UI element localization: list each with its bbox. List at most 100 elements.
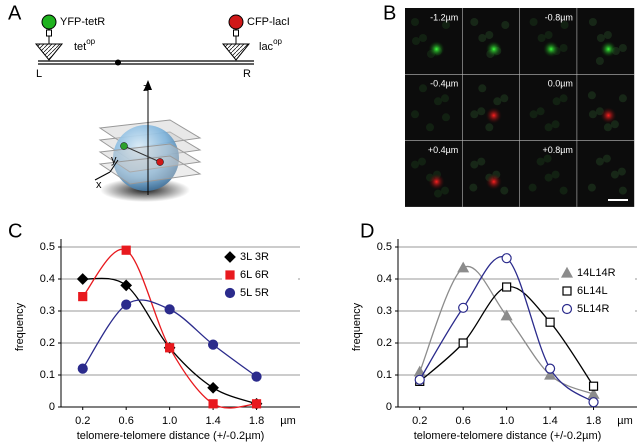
noise [617,167,626,176]
y-tick-label: 0.2 [377,337,392,349]
spot [485,41,502,58]
y-tick-label: 0.4 [377,273,392,285]
z-axis [144,80,152,90]
axis-label: x [96,179,102,191]
x-axis-label: telomere-telomere distance (+/-0.2µm) [77,430,265,442]
noise [618,44,627,52]
centromere [115,59,121,66]
noise [419,34,427,42]
marker [414,374,425,385]
x-tick-label: 0.6 [456,415,471,427]
noise [588,110,597,119]
noise [559,44,568,52]
marker [120,279,133,292]
noise [587,91,596,100]
noise [477,107,486,116]
focal-plane [98,155,202,185]
noise [418,157,426,166]
y-tick-label: 0.3 [40,305,55,317]
noise [602,154,611,163]
panel-label: C [8,220,22,242]
noise [528,183,537,192]
marker [164,304,175,315]
charts: 0 0.1 0.2 0.3 0.4 0.5 0.2 0.6 1.0 1.4 1.8 µm telomer… [14,239,637,442]
spot [543,41,560,58]
legend-marker [224,251,236,263]
marker [207,381,219,394]
red-spot [156,158,164,166]
protein-label: YFP-tetR [60,16,105,28]
noise [596,34,605,42]
noise [470,110,479,119]
marker [208,399,218,409]
micrograph: -1.2µm -0.8µm -0.4µm 0.0µm +0.4µm +0.8µm [405,8,635,207]
marker [165,343,175,353]
yfp-dot [41,14,57,30]
noise [411,160,419,169]
panel-label: A [8,2,22,24]
axis-label: y [111,154,117,166]
end-label: R [243,68,251,80]
spot [428,173,445,190]
legend-bg [222,285,298,301]
noise [470,18,479,26]
marker [121,299,132,310]
noise [434,97,442,106]
y-tick-label: 0.5 [377,241,392,253]
protein-label: CFP-lacI [247,16,290,28]
y-axis-label: frequency [14,302,26,351]
spot [485,107,502,124]
noise [501,21,510,29]
x-axis [94,171,111,181]
cfp-dot [228,14,244,30]
noise [442,21,450,29]
noise [478,34,487,42]
noise [544,31,553,39]
marker [207,339,219,350]
noise [618,186,627,195]
marker [121,245,131,255]
legend-label: 14L14R [577,267,616,279]
x-axis-label: telomere-telomere distance (+/-0.2µm) [414,430,602,442]
panel-label: B [383,2,396,24]
linker [233,29,239,37]
noise [470,160,479,169]
noise [618,94,627,103]
z-label: 0.0µm [548,79,573,89]
y-tick-label: 0.5 [40,241,55,253]
z-label: -0.4µm [430,79,458,89]
legend-bg [222,249,298,265]
noise [419,84,427,93]
operator-label: tetop [74,37,96,53]
noise [603,123,612,132]
noise [412,37,420,45]
z-label: +0.8µm [542,145,572,155]
y-tick-label: 0 [386,401,392,413]
noise [434,189,442,198]
marker [458,338,468,348]
noise [551,170,560,179]
x-tick-label: 0.2 [412,415,427,427]
legend-marker [560,266,574,278]
noise [426,123,434,132]
x-unit: µm [280,415,296,427]
x-tick-label: 1.4 [542,415,557,427]
marker [545,317,555,327]
y-tick-label: 0.4 [40,273,55,285]
operator-array [221,43,251,61]
noise [610,170,619,179]
spot [600,41,617,58]
x-tick-label: 1.8 [249,415,264,427]
panel-label: D [360,220,374,242]
noise [411,110,419,119]
spot [600,107,617,124]
noise [610,120,619,129]
noise [500,94,509,103]
marker [544,363,556,374]
noise [587,183,596,192]
noise [536,107,545,116]
noise [441,186,449,195]
x-tick-label: 1.0 [162,415,177,427]
noise [478,84,487,93]
